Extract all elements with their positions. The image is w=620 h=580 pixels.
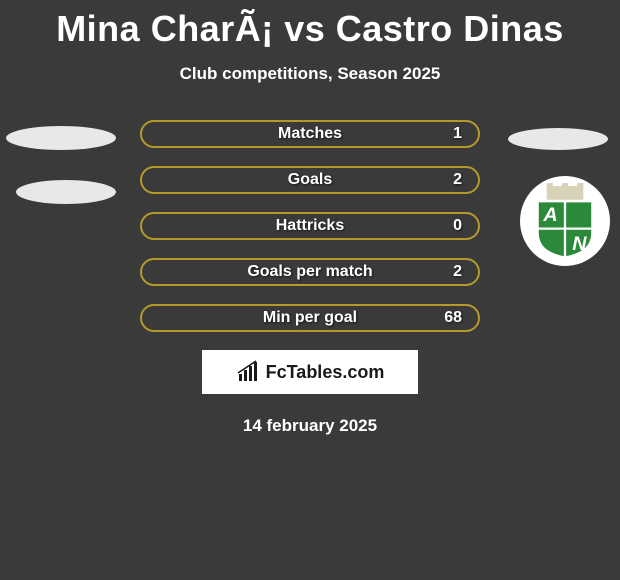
stat-value: 1 <box>453 125 462 143</box>
date-text: 14 february 2025 <box>0 416 620 436</box>
stat-label: Matches <box>278 125 342 143</box>
stat-row-matches: Matches 1 <box>140 120 480 148</box>
stat-value: 0 <box>453 217 462 235</box>
right-placeholder-shape <box>508 128 608 150</box>
stat-value: 68 <box>444 309 462 327</box>
stat-label: Goals <box>288 171 332 189</box>
subtitle: Club competitions, Season 2025 <box>0 64 620 84</box>
brand-badge: FcTables.com <box>202 350 418 394</box>
left-placeholder-shape-2 <box>16 180 116 204</box>
stat-value: 2 <box>453 263 462 281</box>
left-placeholder-shape-1 <box>6 126 116 150</box>
stat-value: 2 <box>453 171 462 189</box>
page-title: Mina CharÃ¡ vs Castro Dinas <box>0 0 620 50</box>
team-crest: A N <box>520 176 610 266</box>
crest-icon: A N <box>527 183 603 259</box>
stat-label: Hattricks <box>276 217 344 235</box>
svg-text:A: A <box>542 204 557 226</box>
stat-row-min-per-goal: Min per goal 68 <box>140 304 480 332</box>
stat-label: Min per goal <box>263 309 357 327</box>
svg-text:N: N <box>572 233 587 255</box>
stat-row-hattricks: Hattricks 0 <box>140 212 480 240</box>
stat-row-goals-per-match: Goals per match 2 <box>140 258 480 286</box>
bar-chart-icon <box>236 360 260 384</box>
stat-label: Goals per match <box>247 263 372 281</box>
brand-text: FcTables.com <box>266 362 385 383</box>
stat-row-goals: Goals 2 <box>140 166 480 194</box>
